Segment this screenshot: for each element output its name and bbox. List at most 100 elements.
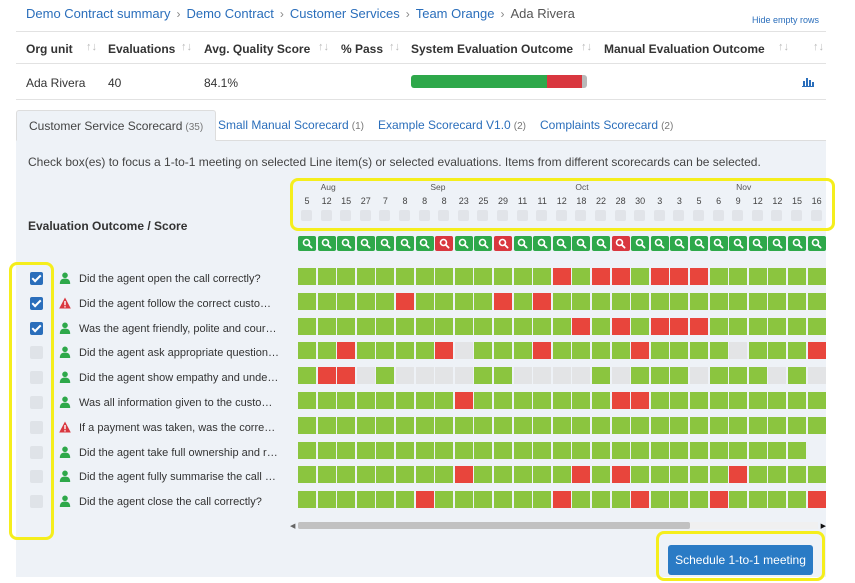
- score-cell-fail[interactable]: [729, 466, 748, 484]
- tab-complaints-scorecard[interactable]: Complaints Scorecard (2): [528, 110, 685, 141]
- score-cell-pass[interactable]: [788, 441, 806, 459]
- score-cell-pass[interactable]: [788, 466, 806, 484]
- score-cell-fail[interactable]: [631, 491, 650, 509]
- score-cell-empty[interactable]: [611, 367, 630, 385]
- score-cell-pass[interactable]: [709, 416, 728, 434]
- score-cell-pass[interactable]: [729, 491, 748, 509]
- score-cell-empty[interactable]: [513, 367, 532, 385]
- score-cell-pass[interactable]: [729, 441, 748, 459]
- score-cell-pass[interactable]: [650, 466, 669, 484]
- score-cell-pass[interactable]: [729, 392, 748, 409]
- view-evaluation-button[interactable]: [631, 236, 650, 251]
- score-cell-pass[interactable]: [474, 342, 493, 360]
- evaluation-checkbox[interactable]: [399, 210, 410, 221]
- view-evaluation-button[interactable]: [748, 236, 767, 251]
- view-evaluation-button[interactable]: [650, 236, 669, 251]
- view-evaluation-button[interactable]: [807, 236, 826, 251]
- score-cell-pass[interactable]: [533, 416, 552, 434]
- score-cell-pass[interactable]: [592, 491, 610, 509]
- score-cell-pass[interactable]: [396, 317, 414, 335]
- score-cell-pass[interactable]: [298, 441, 316, 459]
- view-evaluation-button[interactable]: [474, 236, 493, 251]
- score-cell-pass[interactable]: [592, 416, 610, 434]
- score-cell-pass[interactable]: [376, 441, 395, 459]
- score-cell-pass[interactable]: [592, 367, 610, 385]
- score-cell-pass[interactable]: [709, 367, 728, 385]
- col-header-system-outcome[interactable]: System Evaluation Outcome: [411, 42, 574, 56]
- evaluation-checkbox[interactable]: [359, 210, 371, 221]
- score-cell-fail[interactable]: [611, 392, 630, 409]
- score-cell-pass[interactable]: [631, 317, 650, 335]
- score-cell-pass[interactable]: [748, 441, 767, 459]
- score-cell-pass[interactable]: [454, 416, 473, 434]
- score-cell-pass[interactable]: [650, 491, 669, 509]
- score-cell-pass[interactable]: [474, 292, 493, 310]
- score-cell-pass[interactable]: [572, 268, 591, 285]
- score-cell-pass[interactable]: [435, 268, 454, 285]
- evaluation-checkbox[interactable]: [438, 210, 450, 221]
- score-cell-empty[interactable]: [533, 367, 552, 385]
- score-cell-pass[interactable]: [690, 441, 708, 459]
- score-cell-pass[interactable]: [533, 441, 552, 459]
- evaluation-checkbox[interactable]: [516, 210, 528, 221]
- score-cell-fail[interactable]: [317, 367, 336, 385]
- score-cell-pass[interactable]: [474, 491, 493, 509]
- score-cell-pass[interactable]: [396, 416, 414, 434]
- score-cell-pass[interactable]: [415, 342, 434, 360]
- line-item-checkbox[interactable]: [30, 470, 43, 484]
- score-cell-pass[interactable]: [572, 342, 591, 360]
- score-cell-pass[interactable]: [376, 392, 395, 409]
- score-cell-pass[interactable]: [474, 317, 493, 335]
- score-cell-pass[interactable]: [748, 491, 767, 509]
- score-cell-pass[interactable]: [729, 292, 748, 310]
- score-cell-pass[interactable]: [709, 466, 728, 484]
- score-cell-pass[interactable]: [435, 466, 454, 484]
- score-cell-pass[interactable]: [572, 441, 591, 459]
- score-cell-pass[interactable]: [298, 466, 316, 484]
- breadcrumb-team-orange[interactable]: Team Orange: [415, 6, 495, 21]
- score-cell-pass[interactable]: [415, 268, 434, 285]
- evaluation-checkbox[interactable]: [771, 210, 783, 221]
- score-cell-pass[interactable]: [611, 416, 630, 434]
- score-cell-pass[interactable]: [631, 292, 650, 310]
- line-item-checkbox[interactable]: [30, 346, 43, 360]
- score-cell-pass[interactable]: [572, 292, 591, 310]
- score-cell-pass[interactable]: [376, 317, 395, 335]
- score-cell-fail[interactable]: [572, 317, 591, 335]
- score-cell-pass[interactable]: [494, 416, 512, 434]
- evaluation-checkbox[interactable]: [457, 210, 469, 221]
- score-cell-pass[interactable]: [768, 392, 787, 409]
- score-cell-pass[interactable]: [415, 292, 434, 310]
- score-cell-pass[interactable]: [474, 392, 493, 409]
- score-cell-pass[interactable]: [298, 392, 316, 409]
- score-cell-pass[interactable]: [650, 342, 669, 360]
- score-cell-pass[interactable]: [435, 416, 454, 434]
- evaluation-checkbox[interactable]: [634, 210, 646, 221]
- evaluation-checkbox[interactable]: [712, 210, 724, 221]
- score-cell-pass[interactable]: [768, 441, 787, 459]
- evaluation-checkbox[interactable]: [614, 210, 626, 221]
- line-item-checkbox[interactable]: [30, 321, 43, 335]
- evaluation-checkbox[interactable]: [810, 210, 822, 221]
- score-cell-pass[interactable]: [415, 392, 434, 409]
- evaluation-checkbox[interactable]: [340, 210, 352, 221]
- sort-icon[interactable]: ↑↓: [778, 41, 789, 53]
- view-evaluation-button[interactable]: [611, 236, 630, 251]
- score-cell-pass[interactable]: [474, 441, 493, 459]
- score-cell-empty[interactable]: [396, 367, 414, 385]
- evaluation-checkbox[interactable]: [497, 210, 508, 221]
- score-cell-pass[interactable]: [454, 317, 473, 335]
- score-cell-pass[interactable]: [788, 342, 806, 360]
- score-cell-pass[interactable]: [337, 416, 356, 434]
- evaluation-checkbox[interactable]: [575, 210, 587, 221]
- score-cell-fail[interactable]: [690, 268, 708, 285]
- score-cell-pass[interactable]: [435, 392, 454, 409]
- score-cell-pass[interactable]: [768, 466, 787, 484]
- score-cell-pass[interactable]: [376, 367, 395, 385]
- score-cell-pass[interactable]: [748, 392, 767, 409]
- score-cell-empty[interactable]: [454, 342, 473, 360]
- score-cell-pass[interactable]: [748, 466, 767, 484]
- score-cell-pass[interactable]: [337, 466, 356, 484]
- score-cell-pass[interactable]: [513, 441, 532, 459]
- score-cell-pass[interactable]: [768, 491, 787, 509]
